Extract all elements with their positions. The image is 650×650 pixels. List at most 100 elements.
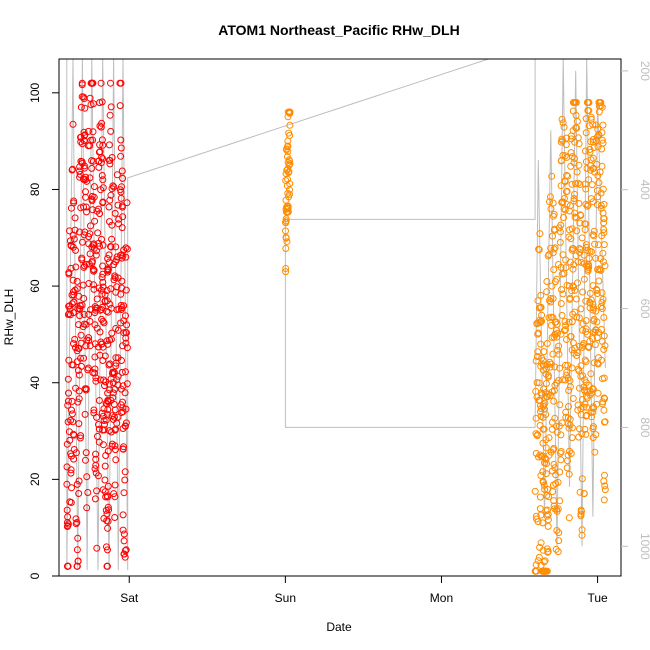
data-point <box>564 457 571 465</box>
data-point <box>73 480 81 488</box>
data-point <box>589 403 597 411</box>
data-point <box>575 161 583 169</box>
data-point <box>79 238 86 246</box>
data-point <box>69 165 77 173</box>
data-point <box>90 240 98 248</box>
data-point <box>600 241 608 249</box>
data-point <box>551 278 559 286</box>
data-point <box>112 354 120 362</box>
data-point <box>81 228 89 236</box>
data-point <box>554 346 562 354</box>
data-point <box>543 545 551 553</box>
data-point <box>571 155 578 162</box>
data-point <box>581 180 589 188</box>
data-point <box>592 431 600 439</box>
data-point <box>574 279 581 287</box>
data-point <box>537 340 545 348</box>
data-point <box>555 422 563 430</box>
data-point <box>122 328 130 336</box>
data-point <box>569 265 577 273</box>
data-point <box>600 314 608 321</box>
data-point <box>71 286 79 294</box>
data-point <box>95 239 103 247</box>
data-point <box>96 148 104 156</box>
data-point <box>284 137 292 145</box>
data-point <box>83 504 91 512</box>
data-point <box>76 173 84 181</box>
data-point <box>82 321 90 328</box>
data-point <box>93 487 101 495</box>
data-point <box>601 418 609 426</box>
data-point <box>111 481 119 489</box>
data-point <box>114 381 122 389</box>
data-point <box>548 172 556 180</box>
data-point <box>543 278 551 285</box>
data-point <box>576 384 583 392</box>
data-point <box>536 319 544 327</box>
data-point <box>570 283 578 291</box>
data-point <box>592 307 600 315</box>
data-point <box>282 245 290 252</box>
data-point <box>76 434 84 442</box>
data-point <box>548 388 556 396</box>
data-point <box>538 391 546 399</box>
data-point <box>600 477 608 485</box>
data-point <box>593 187 601 195</box>
data-point <box>586 289 594 297</box>
data-point <box>94 472 102 480</box>
data-point <box>565 233 573 241</box>
data-point <box>567 135 575 143</box>
data-point <box>566 447 573 455</box>
data-point <box>75 395 83 403</box>
data-point <box>89 265 97 273</box>
data-point <box>95 425 103 433</box>
data-point <box>540 558 548 566</box>
data-point <box>70 455 78 463</box>
data-point <box>559 251 567 259</box>
data-point <box>570 349 578 357</box>
data-point <box>99 270 107 278</box>
data-point <box>537 405 545 413</box>
data-point <box>73 562 81 570</box>
data-point <box>74 398 82 406</box>
data-point <box>103 337 111 345</box>
data-point <box>74 557 82 565</box>
data-point <box>80 137 88 144</box>
data-point <box>594 360 602 368</box>
data-point <box>106 111 114 119</box>
data-point <box>91 365 99 373</box>
data-point <box>120 302 128 310</box>
data-point <box>582 358 590 366</box>
data-point <box>538 311 546 319</box>
data-point <box>557 456 565 464</box>
data-point <box>559 119 567 127</box>
data-point <box>97 186 105 194</box>
data-point <box>79 175 87 183</box>
data-point <box>99 486 107 494</box>
data-point <box>598 375 606 383</box>
data-point <box>78 254 86 262</box>
data-point <box>80 203 87 211</box>
data-point <box>550 497 558 505</box>
data-point <box>536 230 544 238</box>
data-point <box>95 343 102 351</box>
data-point <box>578 507 585 515</box>
data-point <box>98 315 106 323</box>
data-point <box>582 147 589 155</box>
data-point <box>80 311 88 318</box>
data-point <box>74 305 82 313</box>
data-point <box>587 115 595 123</box>
data-point <box>585 344 593 351</box>
data-point <box>570 197 578 205</box>
y2-tick-label: 600 <box>638 299 650 319</box>
data-point <box>593 201 601 209</box>
data-point <box>122 419 130 427</box>
data-point <box>536 493 544 501</box>
data-point <box>96 210 104 218</box>
data-point <box>65 310 73 318</box>
data-point <box>98 303 106 311</box>
data-point <box>576 245 583 252</box>
data-point <box>118 202 126 210</box>
data-point <box>282 227 289 235</box>
data-point <box>106 360 114 368</box>
